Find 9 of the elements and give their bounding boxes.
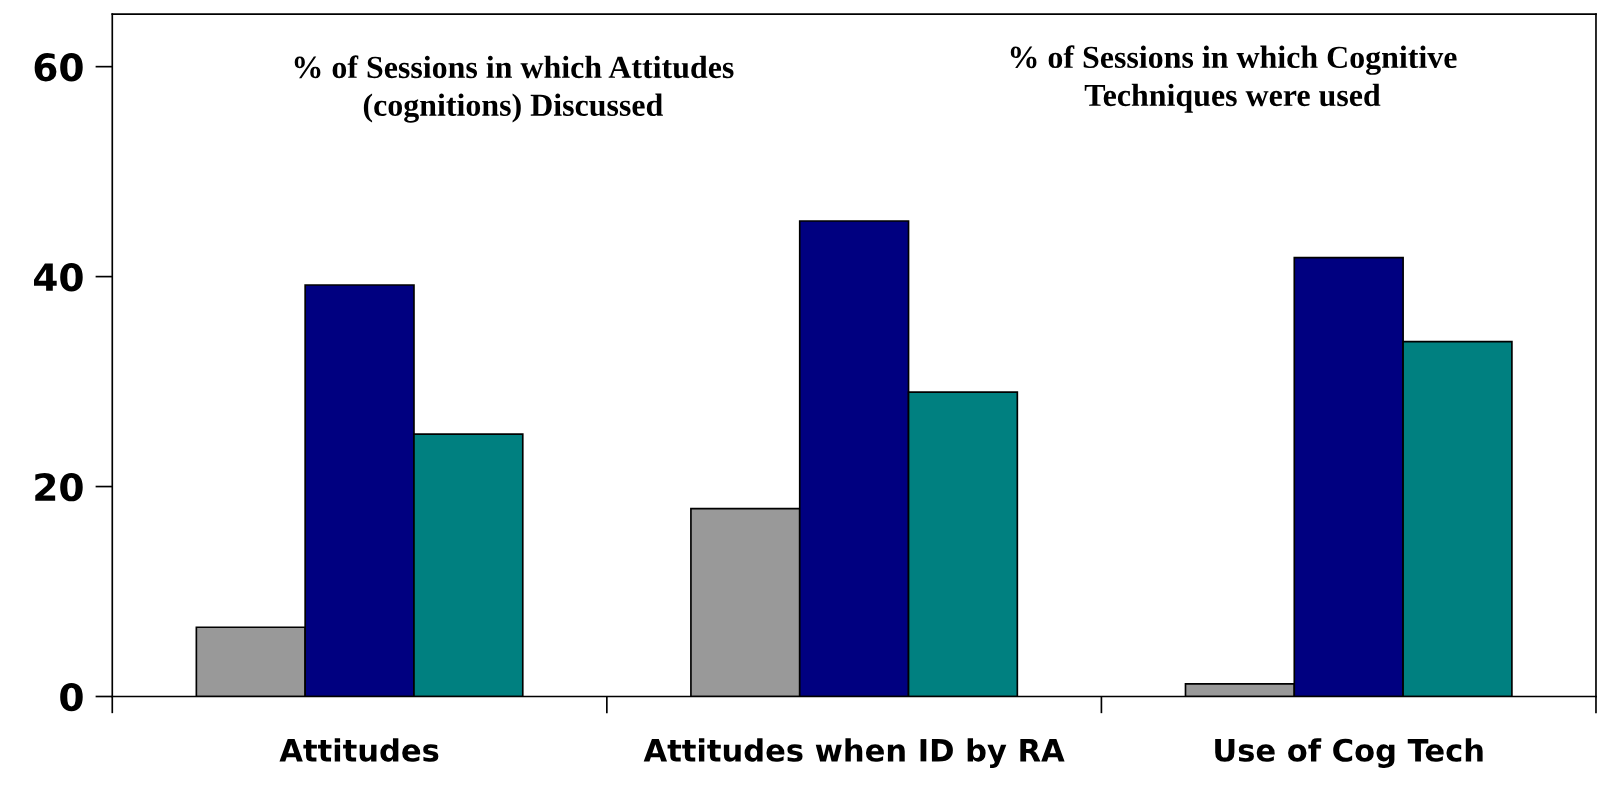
y-tick-label: 20 [35,472,83,502]
x-tick-label: Attitudes when ID by RA [643,738,1065,768]
y-tick-label: 40 [34,263,83,292]
x-tick-label: Attitudes [279,738,439,762]
annotation: % of Sessions in which Cognitive Techniques were used [1010,45,1457,113]
x-tick-label: Use of Cog Tech [1215,738,1483,768]
annotation: % of Sessions in which Attitudes (cognitions) Discussed [294,55,734,123]
y-tick-label: 0 [60,682,83,712]
y-tick-label: 60 [34,53,83,82]
